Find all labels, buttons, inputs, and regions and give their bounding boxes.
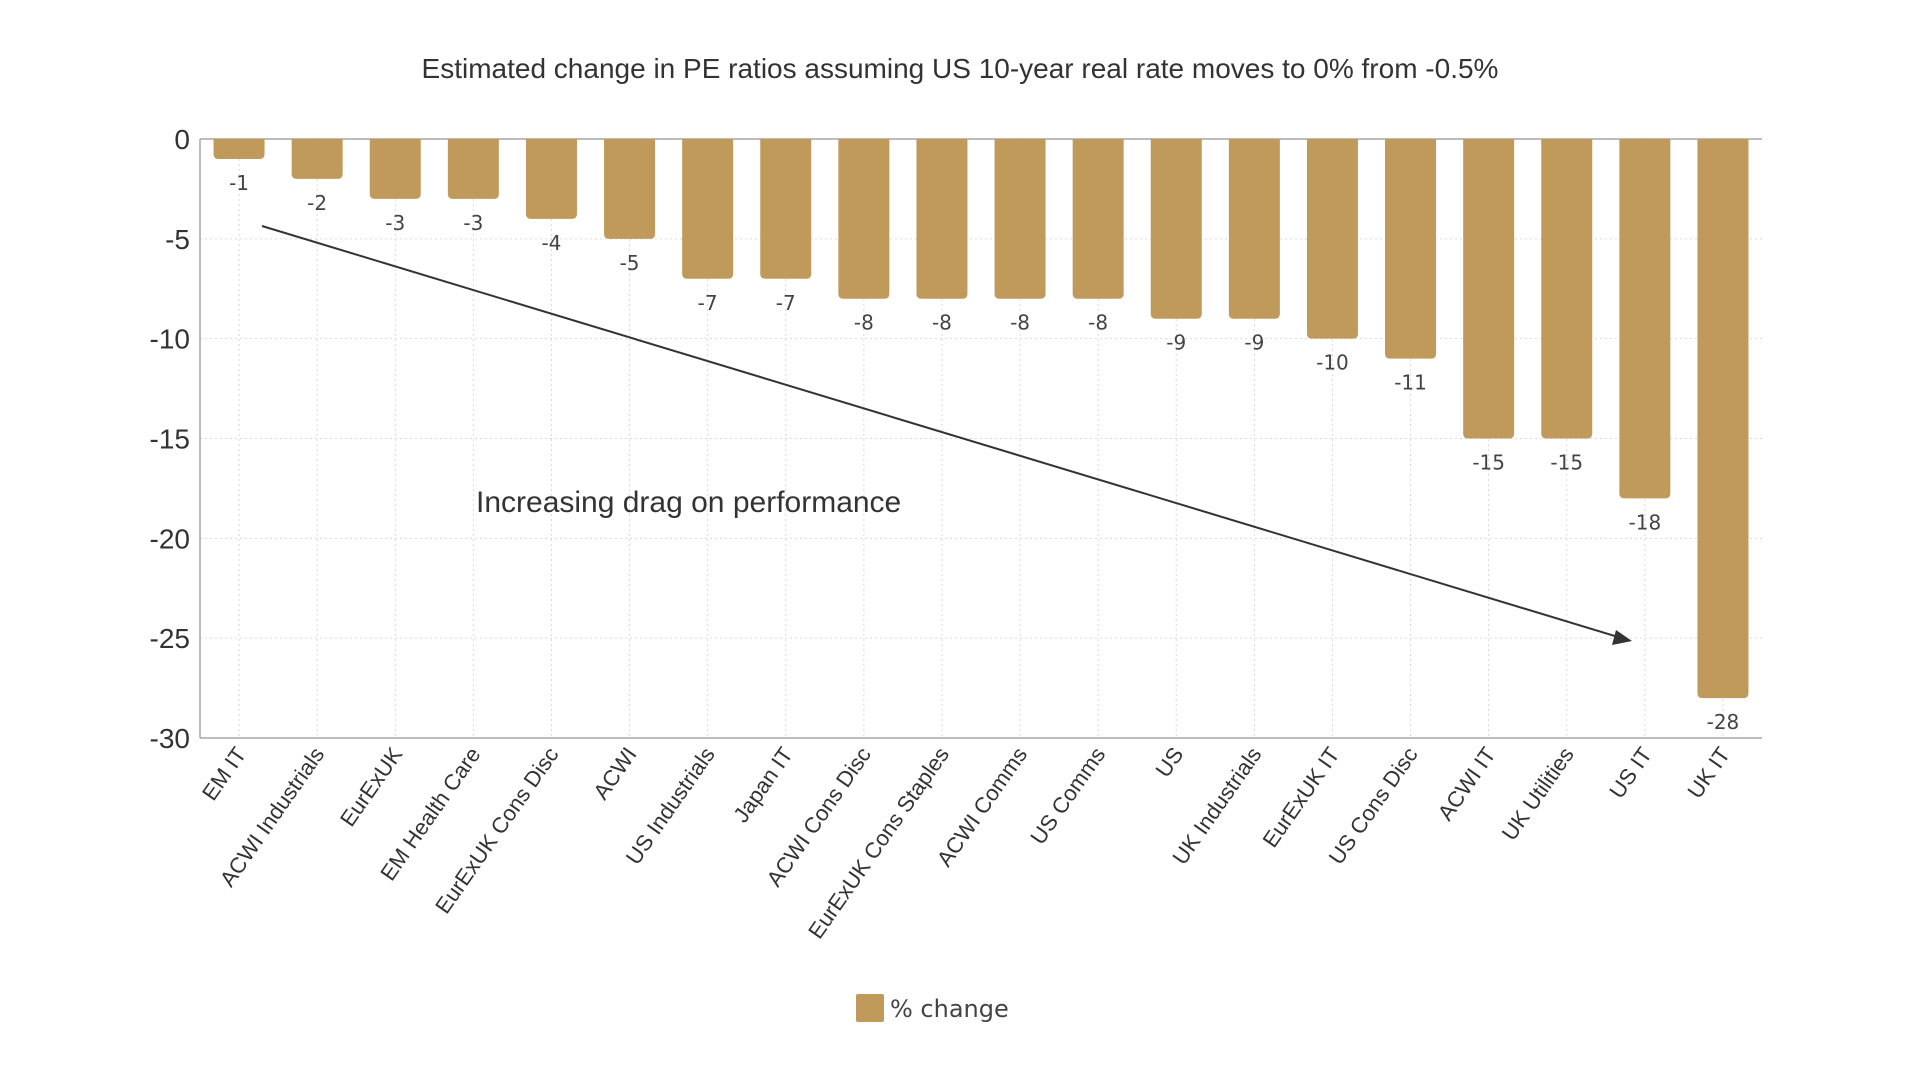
bar[interactable] [1697,139,1749,699]
x-tick-label: UK IT [1682,743,1735,803]
data-label: -3 [463,211,483,235]
bar[interactable] [291,139,343,179]
data-label: -4 [541,231,561,255]
bar[interactable] [369,139,421,199]
x-tick-label: EM IT [197,743,251,805]
y-tick-label: -10 [150,324,190,355]
x-tick-label: US IT [1604,743,1657,803]
data-label: -7 [698,291,718,315]
x-tick-label: ACWI IT [1433,743,1501,825]
data-label: -10 [1316,351,1349,375]
bar[interactable] [1541,139,1593,439]
bar[interactable] [1463,139,1515,439]
data-labels: -1 -2 -3 -3 -4 -5 -7 -7 -8 -8 -8 -8 -9 -9 -10 -11 -15 -15… [229,171,1739,734]
data-label: -7 [776,291,796,315]
x-tick-label: US [1150,743,1188,782]
data-label: -8 [854,311,874,335]
legend[interactable]: % change [856,994,1009,1023]
trend-arrowhead [1612,630,1632,645]
legend-label: % change [890,995,1009,1023]
data-label: -8 [932,311,952,335]
legend-swatch [856,994,884,1022]
bar[interactable] [1306,139,1358,339]
x-tick-label: ACWI [588,743,641,804]
y-tick-label: -5 [165,224,190,255]
data-label: -9 [1166,331,1186,355]
bar[interactable] [1072,139,1124,299]
data-label: -11 [1394,371,1427,395]
bar[interactable] [682,139,734,279]
bar[interactable] [1150,139,1202,319]
x-tick-label: US Comms [1025,743,1110,849]
bar[interactable] [1228,139,1280,319]
data-label: -28 [1707,710,1740,734]
y-tick-label: -15 [150,424,190,455]
bar[interactable] [525,139,577,219]
data-label: -1 [229,171,249,195]
annotation-text: Increasing drag on performance [476,486,901,519]
y-tick-label: 0 [174,124,190,155]
x-tick-label: EurExUK [335,742,408,831]
bar[interactable] [994,139,1046,299]
bars [213,139,1749,699]
trend-arrow [261,225,1629,641]
x-tick-label: Japan IT [728,743,798,827]
bar[interactable] [838,139,890,299]
data-label: -9 [1244,331,1264,355]
data-label: -5 [620,251,640,275]
y-tick-label: -25 [150,623,190,654]
bar[interactable] [916,139,968,299]
bar[interactable] [1619,139,1671,499]
bar[interactable] [604,139,656,239]
bar[interactable] [1385,139,1437,359]
chart-title: Estimated change in PE ratios assuming U… [422,53,1499,84]
bar[interactable] [760,139,812,279]
data-label: -18 [1629,510,1662,534]
grid-lines [200,139,1762,738]
data-label: -8 [1010,311,1030,335]
x-tick-label: EurExUK IT [1257,743,1344,852]
y-tick-labels: 0 -5 -10 -15 -20 -25 -30 [150,124,190,754]
y-tick-label: -30 [150,723,190,754]
y-tick-label: -20 [150,523,190,554]
bar[interactable] [447,139,499,199]
data-label: -3 [385,211,405,235]
data-label: -8 [1088,311,1108,335]
data-label: -15 [1472,451,1505,475]
data-label: -2 [307,191,327,215]
data-label: -15 [1550,451,1583,475]
x-tick-label: EurExUK Cons Staples [803,743,954,944]
x-tick-label: UK Utilities [1497,743,1579,845]
bar[interactable] [213,139,265,159]
annotation: Increasing drag on performance [261,225,1632,645]
